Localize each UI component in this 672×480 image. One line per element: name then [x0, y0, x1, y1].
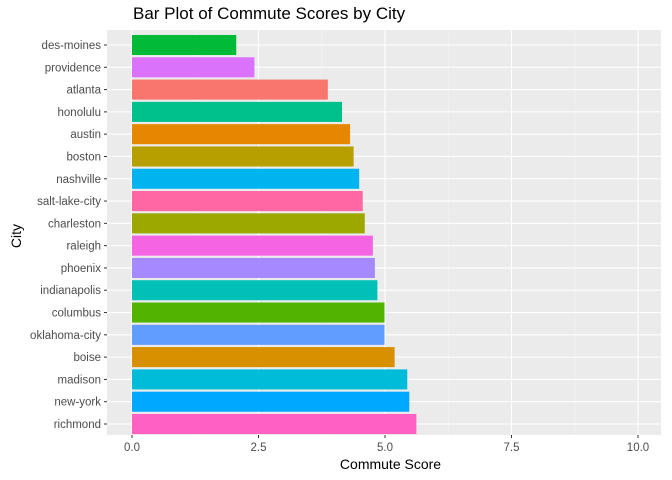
y-tick-label: austin — [70, 129, 101, 141]
y-tick-label: oklahoma-city — [30, 330, 101, 342]
bar-salt-lake-city — [132, 191, 363, 212]
bar-oklahoma-city — [132, 324, 385, 345]
x-tick-label: 2.5 — [251, 442, 267, 454]
y-tick-label: madison — [58, 374, 101, 386]
bar-des-moines — [132, 34, 237, 56]
y-tick-label: indianapolis — [40, 285, 101, 297]
bar-providence — [132, 57, 255, 78]
bar-charleston — [132, 213, 365, 234]
y-tick-label: providence — [45, 62, 101, 74]
bar-madison — [132, 369, 408, 390]
y-tick-label: honolulu — [58, 107, 101, 119]
y-tick-label: atlanta — [66, 85, 101, 97]
y-tick-label: boise — [74, 352, 102, 364]
bar-richmond — [132, 413, 417, 435]
x-tick-label: 10.0 — [627, 442, 649, 454]
x-axis-title: Commute Score — [339, 456, 442, 472]
bar-phoenix — [132, 257, 375, 278]
bar-new-york — [132, 391, 410, 412]
bar-columbus — [132, 302, 385, 323]
y-tick-label: richmond — [54, 419, 101, 431]
y-axis-title: City — [8, 223, 24, 249]
x-tick-label: 7.5 — [504, 442, 520, 454]
bar-boston — [132, 146, 354, 167]
y-tick-label: charleston — [48, 218, 101, 230]
y-tick-label: columbus — [52, 308, 101, 320]
bar-boise — [132, 347, 395, 368]
x-tick-label: 0.0 — [124, 442, 140, 454]
bar-austin — [132, 124, 351, 145]
bar-nashville — [132, 168, 360, 189]
bar-honolulu — [132, 101, 342, 122]
y-tick-label: salt-lake-city — [37, 196, 101, 208]
x-tick-label: 5.0 — [377, 442, 393, 454]
y-tick-label: boston — [66, 151, 101, 163]
bar-atlanta — [132, 79, 328, 100]
y-tick-label: new-york — [54, 397, 101, 409]
y-tick-label: des-moines — [42, 40, 102, 52]
bar-raleigh — [132, 235, 373, 256]
y-tick-label: phoenix — [61, 263, 102, 275]
chart-title: Bar Plot of Commute Scores by City — [133, 4, 406, 23]
y-tick-label: nashville — [56, 174, 101, 186]
bar-indianapolis — [132, 280, 378, 301]
y-tick-label: raleigh — [66, 241, 101, 253]
